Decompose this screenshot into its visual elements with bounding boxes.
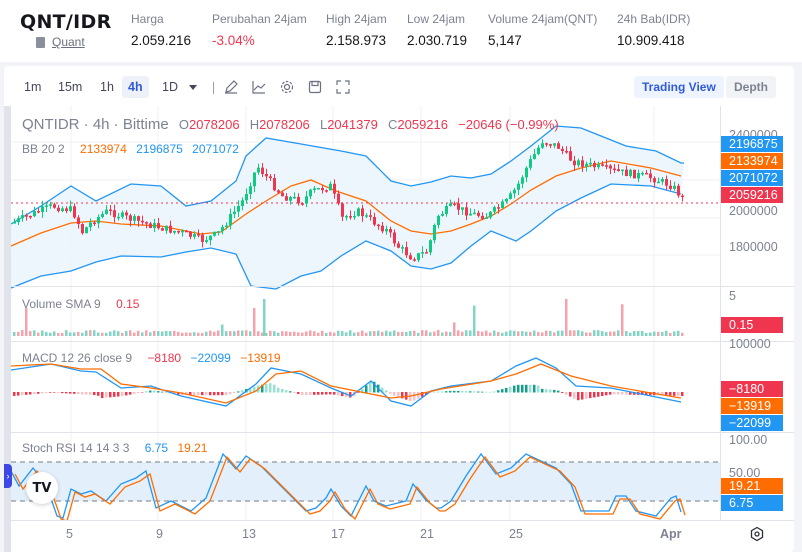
axis-tick: 5	[729, 289, 736, 303]
coin-info-link[interactable]: Quant	[36, 35, 85, 49]
stoch-k-value: 6.75	[144, 441, 169, 455]
stat-label: Volume 24jam(QNT)	[488, 12, 598, 26]
stat-value: 2.059.216	[131, 33, 192, 48]
pane-divider	[11, 286, 794, 287]
time-label: 17	[331, 527, 345, 541]
macd-legend: MACD 12 26 close 9 −8180 −22099 −13919	[22, 351, 287, 365]
stat-value: 5,147	[488, 33, 522, 48]
price-tag: 2059216	[721, 187, 783, 203]
close-label: C	[388, 117, 398, 132]
stat-value: 2.158.973	[326, 33, 387, 48]
bb-label: BB 20 2	[22, 142, 65, 156]
price-tag: 19.21	[721, 478, 783, 494]
bb-upper-value: 2196875	[136, 142, 183, 156]
left-sidebar-strip	[4, 106, 11, 552]
draw-tool-icon[interactable]	[223, 79, 239, 95]
low-label: L	[319, 117, 328, 132]
timeframe-15m[interactable]: 15m	[58, 80, 83, 94]
price-tag: −8180	[721, 381, 783, 397]
open-value: 2078206	[188, 117, 240, 132]
stat-label: High 24jam	[326, 12, 387, 26]
stat-value: -3.04%	[212, 33, 255, 48]
stat-4: Volume 24jam(QNT) 5,147	[488, 12, 597, 48]
time-label: 13	[242, 527, 256, 541]
price-tag: 2133974	[721, 153, 783, 169]
fullscreen-icon[interactable]	[335, 79, 351, 95]
price-tag: 0.15	[721, 317, 783, 333]
save-icon[interactable]	[307, 79, 323, 95]
bb-lower-value: 2071072	[192, 142, 239, 156]
stat-0: Harga 2.059.216	[131, 12, 191, 48]
stat-label: Low 24jam	[407, 12, 466, 26]
timeframe-1D[interactable]: 1D	[162, 80, 178, 94]
stat-label: 24h Bab(IDR)	[617, 12, 691, 26]
main-legend: QNTIDR · 4h · Bittime O2078206 H2078206 …	[22, 116, 565, 133]
pane-divider	[11, 432, 794, 433]
volume-legend: Volume SMA 9 0.15	[22, 297, 145, 311]
indicators-icon[interactable]	[251, 79, 267, 95]
toolbar-separator	[213, 82, 214, 94]
price-tag: −13919	[721, 398, 783, 414]
price-tag: 2071072	[721, 170, 783, 186]
stoch-legend: Stoch RSI 14 14 3 3 6.75 19.21	[22, 441, 213, 455]
expand-sidebar-button[interactable]: ›	[4, 464, 12, 488]
change-value: −20646 (−0.99%)	[458, 117, 559, 132]
price-axis[interactable]: 2400000 2000000 1800000 5 100000 100.00 50.00 2…	[720, 106, 794, 520]
tradingview-logo[interactable]: TV	[26, 472, 58, 504]
timeframe-1h[interactable]: 1h	[100, 80, 114, 94]
volume-label: Volume SMA 9	[22, 297, 101, 311]
macd-label: MACD 12 26 close 9	[22, 351, 133, 365]
dropdown-arrow-icon[interactable]	[185, 79, 201, 95]
market-header: QNT/IDR Quant Harga 2.059.216 Perubahan 24…	[0, 0, 802, 62]
pane-divider	[11, 341, 794, 342]
open-label: O	[178, 117, 189, 132]
volume-value: 0.15	[116, 297, 140, 311]
price-tag: −22099	[721, 415, 783, 431]
stat-3: Low 24jam 2.030.719	[407, 12, 467, 48]
axis-tick: 100.00	[729, 433, 768, 447]
stoch-label: Stoch RSI 14 14 3 3	[22, 441, 130, 455]
price-tag: 6.75	[721, 495, 783, 511]
trading-view-tab[interactable]: Trading View	[634, 76, 724, 98]
macd-line-value: −22099	[190, 351, 231, 365]
stat-label: Harga	[131, 12, 164, 26]
price-tag: 2196875	[721, 136, 783, 152]
time-label: 5	[66, 527, 73, 541]
time-label: 21	[420, 527, 434, 541]
time-axis-divider	[11, 520, 794, 521]
pair-title: QNT/IDR	[20, 11, 112, 33]
macd-hist-value: −8180	[147, 351, 182, 365]
bb-legend: BB 20 2 2133974 2196875 2071072	[22, 142, 245, 156]
high-value: 2078206	[259, 117, 310, 132]
symbol-label: QNTIDR · 4h · Bittime	[22, 116, 169, 133]
stoch-d-value: 19.21	[177, 441, 208, 455]
timeframe-4h[interactable]: 4h	[122, 76, 149, 98]
close-value: 2059216	[397, 117, 449, 132]
depth-tab[interactable]: Depth	[726, 76, 776, 98]
axis-tick: 100000	[729, 337, 771, 351]
axis-tick: 1800000	[729, 240, 778, 254]
book-icon	[36, 37, 45, 48]
stat-5: 24h Bab(IDR) 10.909.418	[617, 12, 690, 48]
high-label: H	[249, 117, 260, 132]
chart-settings-icon[interactable]	[749, 526, 765, 542]
axis-tick: 2000000	[729, 204, 778, 218]
stat-value: 10.909.418	[617, 33, 685, 48]
axis-tick: 50.00	[729, 466, 761, 480]
bb-basis-value: 2133974	[80, 142, 127, 156]
timeframe-1m[interactable]: 1m	[24, 80, 42, 94]
chart-toolbar: 1m 15m 1h 4h 1D Trading View Depth	[4, 66, 794, 106]
settings-gear-icon[interactable]	[279, 79, 295, 95]
stat-value: 2.030.719	[407, 33, 468, 48]
stat-label: Perubahan 24jam	[212, 12, 307, 26]
stat-1: Perubahan 24jam -3.04%	[212, 12, 307, 48]
time-label: Apr	[660, 527, 682, 541]
time-label: 9	[156, 527, 163, 541]
low-value: 2041379	[327, 117, 378, 132]
time-label: 25	[509, 527, 523, 541]
stat-2: High 24jam 2.158.973	[326, 12, 387, 48]
price-chart-canvas[interactable]	[11, 106, 720, 520]
macd-signal-value: −13919	[240, 351, 281, 365]
coin-name: Quant	[52, 35, 85, 49]
